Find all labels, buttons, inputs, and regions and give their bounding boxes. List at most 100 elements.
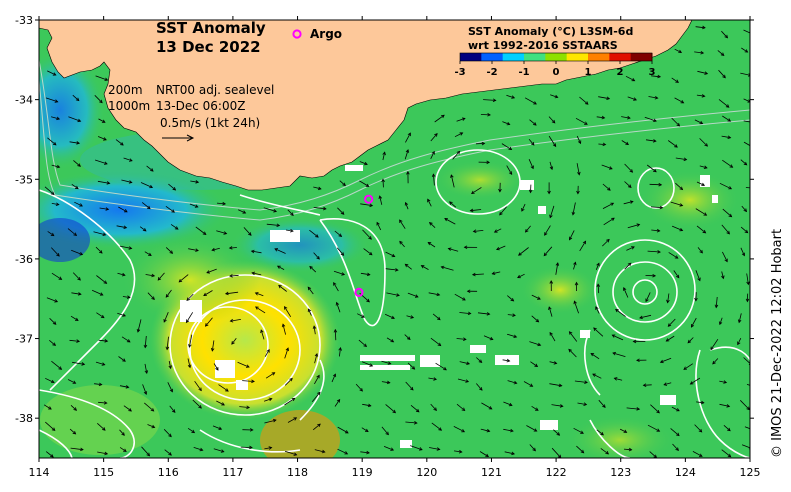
current-vector-head [75,97,80,102]
current-vector-head [52,142,57,146]
current-vector-head [249,428,254,432]
current-vector [651,75,661,78]
current-vector [72,361,85,365]
current-vector-head [195,248,199,252]
current-vector [569,230,575,240]
current-vector [311,392,321,402]
current-vector [674,97,684,104]
current-vector-head [636,223,641,227]
current-vector [264,447,272,450]
current-vector [165,247,173,254]
current-vector-head [128,408,132,412]
current-vector [528,138,535,146]
current-vector [71,292,81,295]
current-vector [203,290,213,296]
current-vector-head [242,210,247,214]
current-vector-head [221,402,225,406]
current-vector [274,248,286,254]
colorbar: -3 -2 -1 0 1 2 3 [454,52,656,78]
current-vector [431,422,442,431]
current-vector-head [679,227,684,232]
current-vector-head [399,240,403,245]
current-vector [529,341,541,346]
current-vector-head [344,430,349,434]
current-vector-head [751,145,754,148]
current-vector [593,327,604,337]
current-vector-head [543,252,548,257]
current-vector-head [369,363,374,367]
current-vector [399,241,405,248]
current-vector [454,293,466,301]
current-vector-head [675,274,680,279]
current-vector [531,315,539,323]
current-vector-head [665,338,670,342]
current-vector [284,378,293,386]
current-vector [524,97,537,105]
current-vector-head [602,404,606,409]
current-vector [687,337,694,344]
current-vector-head [679,203,684,207]
current-vector-head [431,150,435,155]
current-vector-head [697,277,701,282]
current-vector-head [610,202,615,206]
current-vector-head [151,296,155,300]
current-vector [673,270,680,278]
current-vector-head [725,104,730,108]
current-vector [481,402,492,410]
current-vector [96,275,107,284]
current-vector [140,182,153,188]
current-vector [213,363,219,371]
current-vector [543,246,553,256]
colorbar-tick-label: -1 [518,67,529,78]
current-vector-head [471,190,475,195]
current-vector-head [122,358,126,362]
current-vector-head [250,249,255,254]
current-vector [139,226,147,232]
current-vector-head [55,202,60,206]
current-vector-head [676,122,681,127]
current-vector-head [50,232,55,237]
current-vector-head [645,298,649,303]
current-vector [195,226,207,235]
current-vector [384,313,395,319]
current-vector [721,135,731,139]
current-vector [644,116,657,122]
current-vector-head [627,262,632,267]
current-vector [649,183,662,186]
current-vector-head [508,146,513,151]
current-vector-head [364,428,369,433]
current-vector-head [703,212,708,216]
current-vector [119,429,125,436]
current-vector [598,96,610,100]
current-vector [719,380,727,383]
current-vector [456,338,466,340]
map-title-line1: SST Anomaly [156,19,266,37]
current-vector [696,181,705,186]
current-vector-head [146,205,151,210]
current-vector-head [471,272,476,277]
current-vector [603,217,615,226]
current-vector-head [365,183,370,187]
current-vector [118,206,128,213]
current-vector-head [450,174,454,178]
current-vector-head [406,170,410,175]
current-vector-head [278,284,282,289]
current-vector-head [72,380,77,384]
current-vector [168,360,172,369]
current-vector [230,319,241,322]
current-vector [667,140,678,148]
current-vector-head [276,265,281,269]
current-vector [647,424,660,432]
current-vector [336,247,344,256]
current-vector-head [746,406,750,411]
current-vector-head [359,388,363,392]
current-vector [663,382,672,386]
current-vector-head [171,209,175,213]
current-vector [501,143,512,150]
current-vector-head [260,329,264,334]
current-vector [721,224,730,235]
current-vector-head [449,201,453,205]
current-vector [146,165,154,172]
current-vector-head [629,200,634,204]
current-vector [574,380,588,383]
